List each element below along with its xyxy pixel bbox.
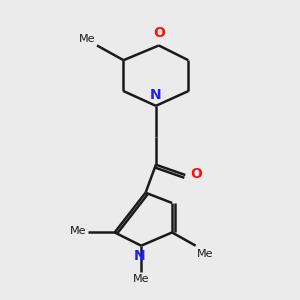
Text: Me: Me xyxy=(79,34,95,44)
Text: N: N xyxy=(150,88,162,102)
Text: Me: Me xyxy=(133,274,149,284)
Text: Me: Me xyxy=(197,249,214,259)
Text: N: N xyxy=(134,249,146,262)
Text: O: O xyxy=(153,26,165,40)
Text: O: O xyxy=(190,167,202,181)
Text: Me: Me xyxy=(70,226,87,236)
